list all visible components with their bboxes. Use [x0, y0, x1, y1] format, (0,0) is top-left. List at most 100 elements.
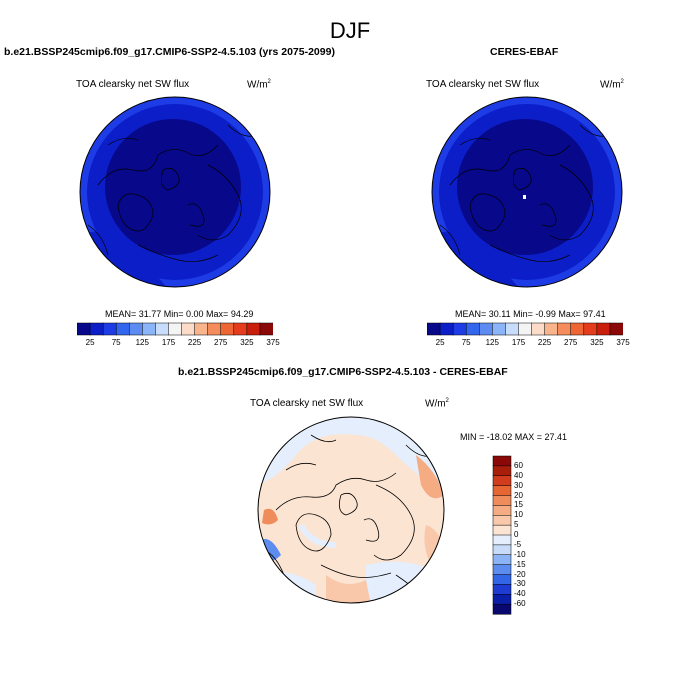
obs-panel-title: CERES-EBAF [490, 46, 559, 58]
model-colorbar-tick-label: 225 [187, 338, 202, 347]
model-colorbar-swatch [129, 322, 143, 336]
model-polar-map [79, 96, 271, 288]
model-colorbar-swatch [246, 322, 261, 336]
model-colorbar-swatch [194, 322, 209, 336]
obs-colorbar-tick-label: 25 [435, 338, 445, 347]
diff-colorbar-swatch [492, 584, 512, 595]
obs-colorbar-tick-label: 225 [537, 338, 552, 347]
obs-units: W/m2 [600, 79, 624, 91]
model-colorbar-swatch [233, 322, 248, 336]
obs-colorbar-tick-label: 175 [511, 338, 526, 347]
obs-colorbar-swatch [492, 322, 506, 336]
obs-stats: MEAN= 30.11 Min= -0.99 Max= 97.41 [455, 309, 606, 319]
obs-colorbar [427, 322, 623, 336]
diff-units: W/m2 [425, 398, 449, 410]
obs-colorbar-tick-label: 325 [590, 338, 604, 347]
diff-colorbar-tick-label: 30 [514, 480, 523, 490]
obs-colorbar-swatch [427, 322, 441, 336]
diff-colorbar-swatch [492, 495, 512, 506]
model-colorbar-swatch [142, 322, 156, 336]
model-units: W/m2 [247, 79, 271, 91]
model-colorbar-tick-label: 375 [266, 338, 280, 347]
model-colorbar-swatch [259, 322, 273, 336]
diff-colorbar-swatch [492, 544, 512, 556]
obs-colorbar-ticks: 25 75 125 175 225 275 325 375 [427, 338, 630, 350]
diff-colorbar-swatch [492, 455, 512, 467]
model-colorbar-ticks: 25 75 125 175 225 275 325 375 [77, 338, 280, 350]
diff-colorbar-swatch [492, 524, 512, 536]
diff-colorbar-tick-label: 20 [514, 490, 523, 500]
diff-colorbar-tick-label: 10 [514, 510, 523, 520]
obs-colorbar-swatch [505, 322, 520, 336]
obs-colorbar-swatch [596, 322, 611, 336]
model-colorbar-swatch [168, 322, 183, 336]
model-colorbar [77, 322, 273, 336]
diff-colorbar-tick-label: 15 [514, 500, 523, 510]
diff-colorbar-swatch [492, 505, 512, 516]
diff-colorbar-swatch [492, 485, 512, 497]
diff-colorbar-tick-label: -15 [514, 559, 526, 569]
diff-colorbar-tick-label: -60 [514, 599, 526, 609]
diff-panel-title: b.e21.BSSP245cmip6.f09_g17.CMIP6-SSP2-4.… [178, 366, 508, 378]
obs-colorbar-swatch [439, 322, 454, 336]
obs-colorbar-tick-label: 75 [461, 338, 471, 347]
obs-colorbar-swatch [557, 322, 572, 336]
model-colorbar-tick-label: 275 [214, 338, 228, 347]
model-colorbar-swatch [115, 322, 130, 336]
diff-colorbar-swatch [492, 574, 512, 585]
diff-positive-hotspot-east [416, 455, 444, 499]
obs-colorbar-tick-label: 275 [564, 338, 578, 347]
diff-variable-title: TOA clearsky net SW flux [250, 398, 364, 409]
obs-polar-map [431, 96, 623, 288]
obs-colorbar-swatch [479, 322, 493, 336]
figure-title: DJF [329, 18, 371, 43]
obs-colorbar-swatch [609, 322, 623, 336]
diff-colorbar [492, 455, 512, 615]
diff-colorbar-tick-label: 40 [514, 470, 523, 480]
diff-colorbar-swatch [492, 475, 512, 487]
diff-negative-region-north [258, 417, 444, 495]
model-colorbar-tick-label: 325 [240, 338, 254, 347]
obs-contour-fill-inner [457, 119, 593, 255]
diff-colorbar-swatch [492, 594, 512, 605]
model-stats: MEAN= 31.77 Min= 0.00 Max= 94.29 [105, 309, 254, 319]
model-colorbar-tick-label: 25 [85, 338, 95, 347]
diff-colorbar-tick-label: 60 [514, 460, 523, 470]
obs-colorbar-swatch [465, 322, 480, 336]
obs-variable-title: TOA clearsky net SW flux [426, 79, 540, 90]
diff-colorbar-tick-label: -40 [514, 589, 526, 599]
obs-colorbar-tick-label: 375 [616, 338, 630, 347]
obs-colorbar-swatch [452, 322, 467, 336]
diff-colorbar-swatch [492, 554, 512, 566]
model-colorbar-swatch [181, 322, 196, 336]
model-variable-title: TOA clearsky net SW flux [76, 79, 190, 90]
diff-colorbar-tick-label: -30 [514, 579, 526, 589]
model-colorbar-tick-label: 125 [135, 338, 149, 347]
model-contour-fill-inner [105, 119, 241, 255]
obs-colorbar-swatch [570, 322, 585, 336]
model-colorbar-swatch [89, 322, 104, 336]
diff-colorbar-swatch [492, 465, 512, 477]
model-colorbar-tick-label: 75 [111, 338, 121, 347]
diff-polar-map [257, 416, 445, 604]
obs-colorbar-swatch [518, 322, 533, 336]
obs-missing-cell [523, 195, 526, 199]
diff-colorbar-swatch [492, 603, 512, 615]
diff-colorbar-tick-label: 5 [514, 520, 519, 530]
obs-colorbar-tick-label: 125 [485, 338, 499, 347]
model-colorbar-swatch [220, 322, 235, 336]
diff-colorbar-tick-label: -20 [514, 569, 526, 579]
obs-colorbar-swatch [531, 322, 546, 336]
obs-colorbar-swatch [583, 322, 598, 336]
model-coastlines [87, 124, 270, 262]
diff-colorbar-ticks: 60 40 30 20 15 10 5 0 -5 -10 -15 -20 -30 -40 -60 [514, 455, 544, 615]
model-colorbar-tick-label: 175 [161, 338, 176, 347]
diff-positive-hotspot-west [262, 508, 278, 525]
obs-colorbar-swatch [544, 322, 559, 336]
diff-colorbar-tick-label: -5 [514, 539, 522, 549]
model-panel-title: b.e21.BSSP245cmip6.f09_g17.CMIP6-SSP2-4.… [4, 46, 335, 58]
diff-colorbar-tick-label: -10 [514, 549, 526, 559]
model-colorbar-swatch [77, 322, 91, 336]
diff-colorbar-swatch [492, 534, 512, 546]
diff-colorbar-tick-label: 0 [514, 530, 519, 539]
